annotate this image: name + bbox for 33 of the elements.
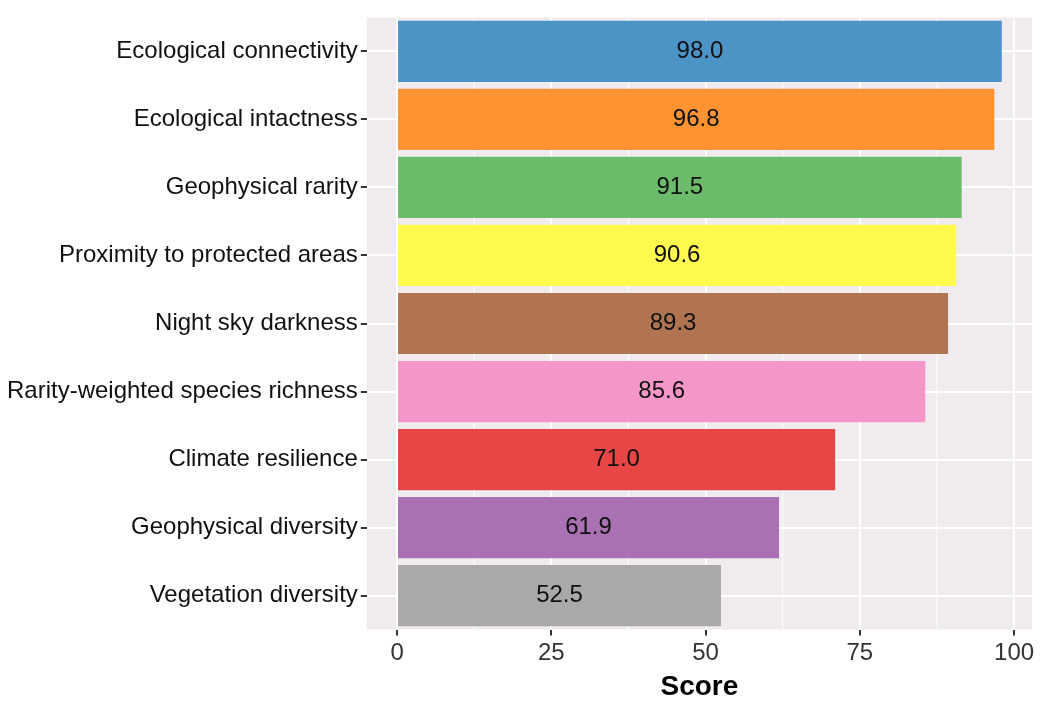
- y-tick-label: Rarity-weighted species richness: [7, 376, 358, 404]
- x-axis-title: Score: [660, 669, 739, 701]
- y-tick-label: Climate resilience: [168, 444, 358, 472]
- y-tick-label: Geophysical rarity: [165, 172, 358, 200]
- bar: [398, 428, 836, 491]
- y-tick-label: Night sky darkness: [155, 308, 358, 336]
- x-tick-label: 75: [846, 637, 874, 665]
- x-tick-label: 100: [994, 637, 1035, 665]
- data-label: 52.5: [536, 580, 583, 608]
- data-label: 96.8: [672, 104, 720, 132]
- y-tick-label: Vegetation diversity: [149, 580, 358, 608]
- data-label: 85.6: [638, 376, 686, 404]
- bar: [398, 88, 995, 151]
- bar: [398, 156, 962, 219]
- x-tick-label: 50: [692, 637, 719, 665]
- bar: [398, 496, 780, 559]
- y-tick-label: Ecological intactness: [133, 104, 358, 132]
- data-label: 61.9: [565, 512, 612, 540]
- y-tick-label: Proximity to protected areas: [59, 240, 358, 268]
- bar: [398, 292, 949, 355]
- bar: [398, 564, 721, 627]
- y-tick-label: Geophysical diversity: [131, 512, 358, 540]
- data-label: 90.6: [653, 240, 701, 268]
- data-label: 89.3: [649, 308, 697, 336]
- data-label: 91.5: [656, 172, 704, 200]
- bar: [398, 224, 957, 287]
- x-tick-label: 0: [390, 637, 404, 665]
- bar: [398, 20, 1002, 83]
- x-tick-label: 25: [537, 637, 565, 665]
- bar: [398, 360, 926, 423]
- data-label: 98.0: [676, 36, 724, 64]
- y-tick-label: Ecological connectivity: [116, 36, 358, 64]
- data-label: 71.0: [593, 444, 640, 472]
